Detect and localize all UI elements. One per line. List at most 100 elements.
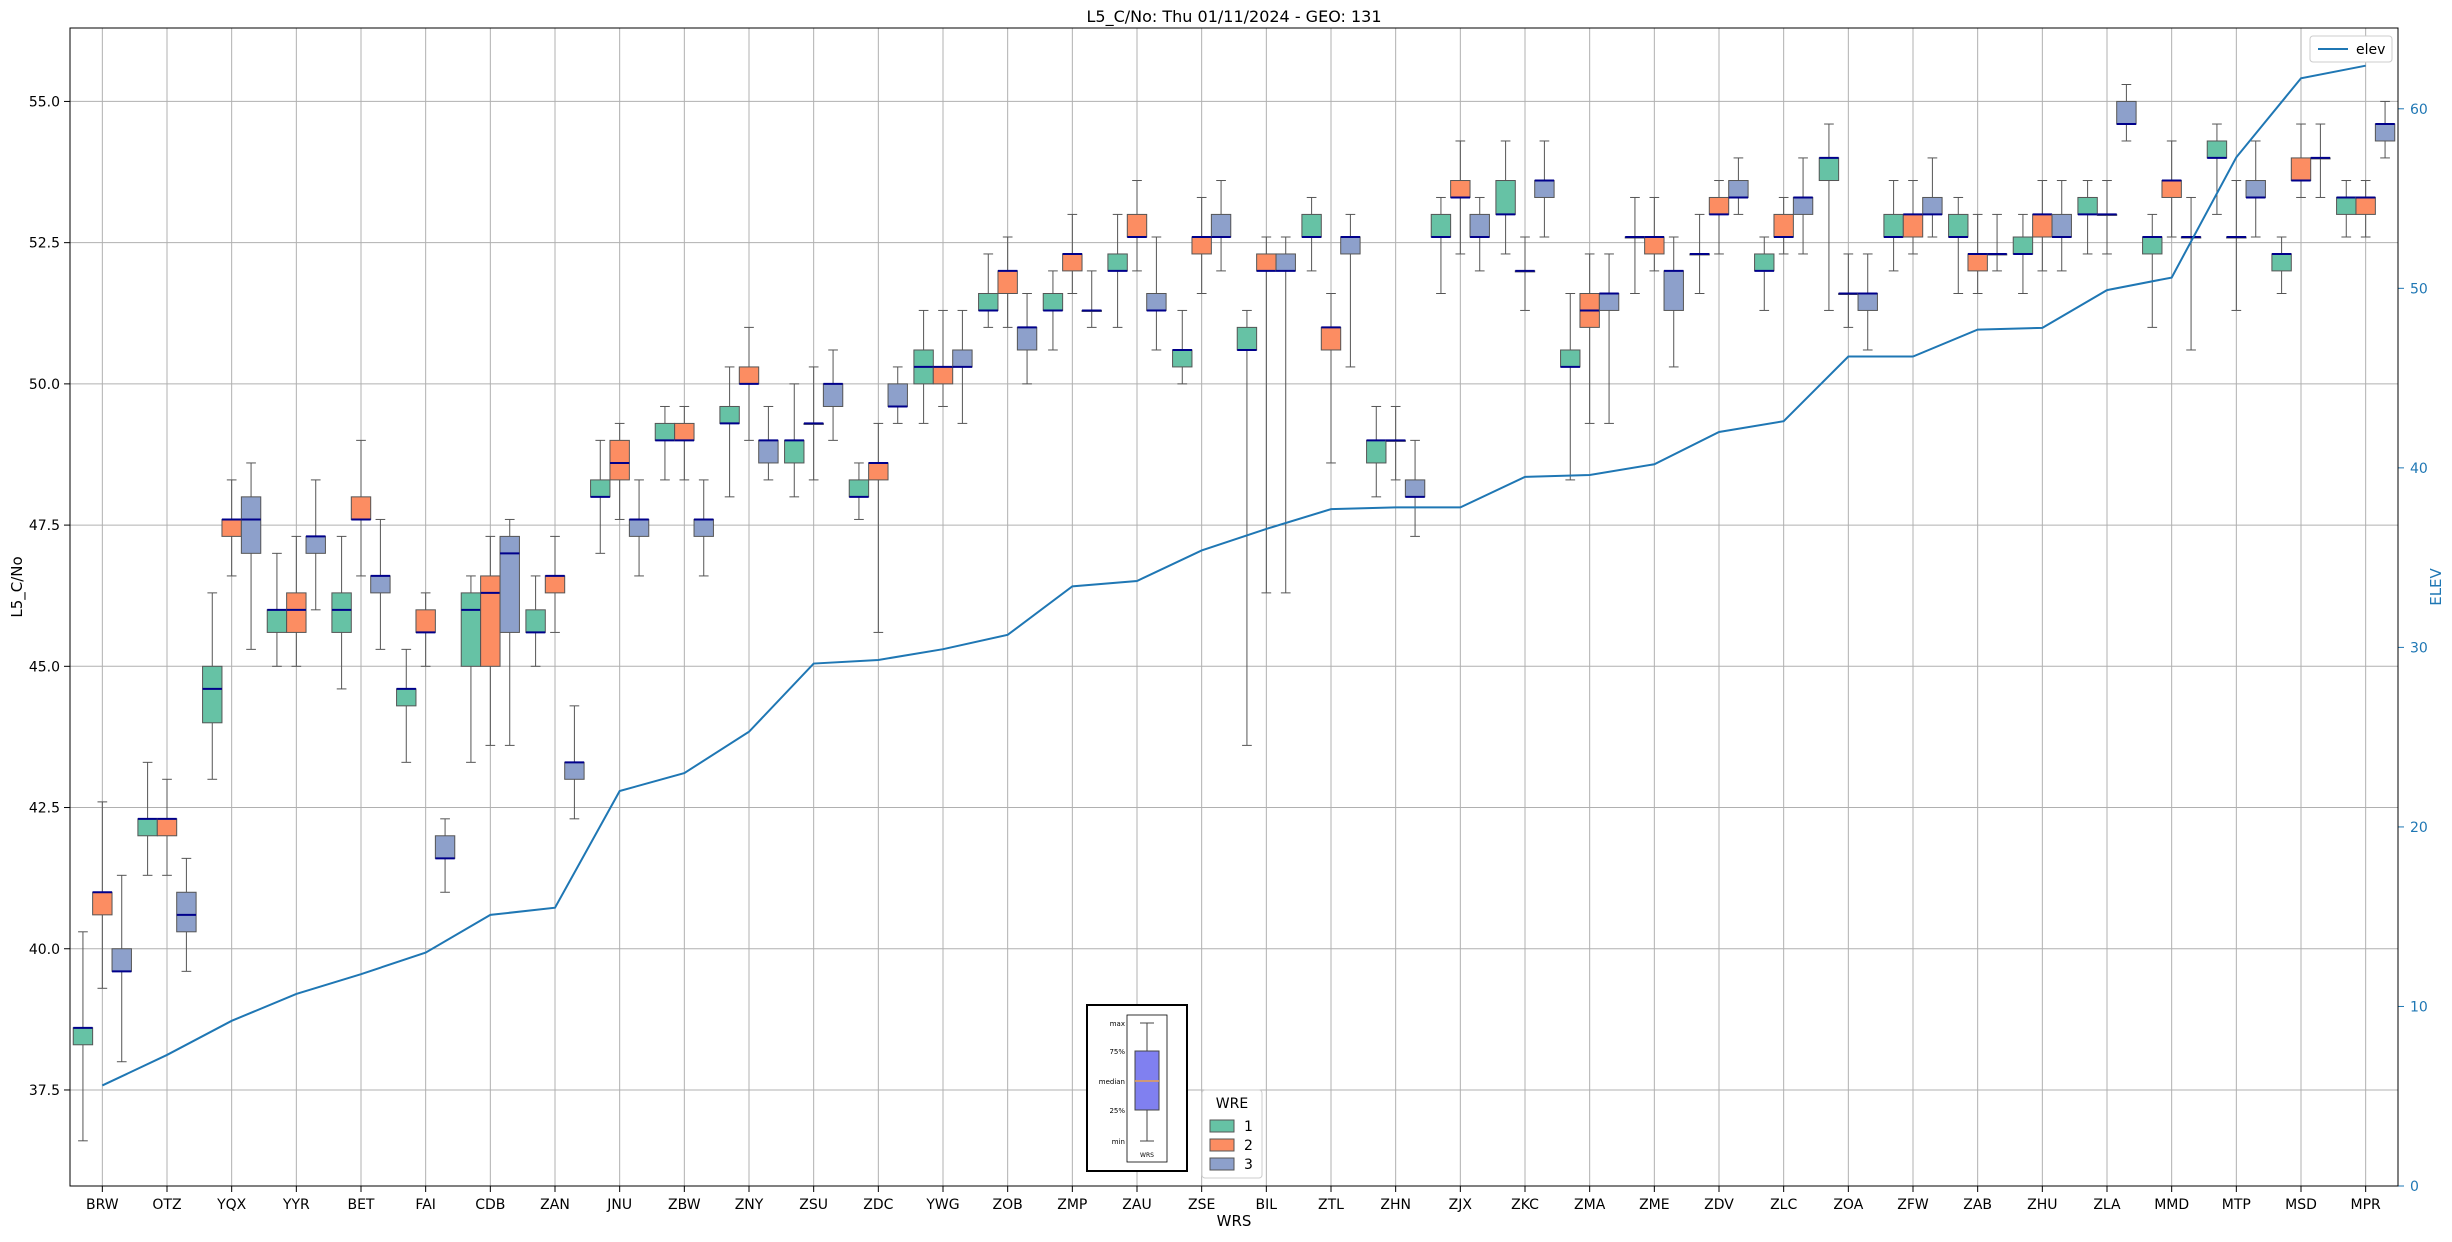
box-series-3 bbox=[1728, 180, 1749, 198]
box-series-3 bbox=[564, 761, 585, 780]
inset-key-label: 25% bbox=[1109, 1107, 1125, 1115]
box-series-2 bbox=[932, 366, 954, 385]
x-tick-label: ZAN bbox=[540, 1197, 570, 1213]
x-tick-label: ZAU bbox=[1122, 1197, 1151, 1213]
plot-frame bbox=[69, 27, 2399, 1187]
box-series-3 bbox=[499, 535, 520, 633]
box-series-1 bbox=[525, 609, 546, 633]
box-series-3 bbox=[1146, 292, 1167, 311]
x-tick-label: MSD bbox=[2285, 1197, 2317, 1213]
x-tick-label: ZME bbox=[1639, 1197, 1670, 1213]
x-tick-label: ZSU bbox=[799, 1197, 828, 1213]
box-series-1 bbox=[396, 688, 417, 707]
box-series-2 bbox=[738, 366, 760, 385]
box-series-3 bbox=[2051, 213, 2072, 238]
y2-tick-label: 10 bbox=[2410, 999, 2428, 1015]
x-tick-label: BIL bbox=[1256, 1197, 1278, 1213]
box-series-1 bbox=[1430, 213, 1452, 238]
box-series-3 bbox=[111, 948, 132, 972]
box-series-3 bbox=[758, 439, 779, 464]
x-tick-label: ZJX bbox=[1449, 1197, 1473, 1213]
x-tick-label: MTP bbox=[2222, 1197, 2251, 1213]
box-series-3 bbox=[176, 891, 197, 933]
box-series-1 bbox=[1818, 157, 1840, 182]
box-series-3 bbox=[240, 496, 262, 554]
chart-title: L5_C/No: Thu 01/11/2024 - GEO: 131 bbox=[1086, 7, 1381, 27]
x-tick-label: ZHU bbox=[2027, 1197, 2057, 1213]
x-tick-label: ZAB bbox=[1963, 1197, 1992, 1213]
box-series-3 bbox=[370, 575, 391, 594]
box-legend-title: WRE bbox=[1216, 1096, 1248, 1112]
box-legend-label-3: 3 bbox=[1244, 1157, 1253, 1173]
inset-key: max 75% median 25% min WRS bbox=[1086, 1004, 1188, 1172]
y-tick-label: 40.0 bbox=[29, 942, 60, 958]
box-series-2 bbox=[1256, 253, 1277, 272]
inset-key-label: 75% bbox=[1109, 1048, 1125, 1056]
inset-key-label: min bbox=[1112, 1138, 1125, 1146]
x-tick-label: ZFW bbox=[1897, 1197, 1929, 1213]
box-series-2 bbox=[1126, 213, 1148, 238]
box-series-2 bbox=[1644, 236, 1665, 255]
box-series-1 bbox=[2206, 140, 2228, 159]
x-tick-label: MPR bbox=[2351, 1197, 2382, 1213]
box-legend-label-2: 2 bbox=[1244, 1138, 1253, 1154]
box-legend-box bbox=[1201, 1089, 1263, 1179]
x-tick-label: ZSE bbox=[1188, 1197, 1215, 1213]
box-series-2 bbox=[868, 462, 889, 481]
box-series-1 bbox=[1948, 213, 1969, 238]
y-tick-label: 52.5 bbox=[29, 236, 60, 252]
y2-tick-label: 40 bbox=[2410, 461, 2428, 477]
box-series-2 bbox=[480, 575, 501, 667]
box-series-3 bbox=[305, 535, 326, 554]
grid bbox=[70, 28, 2398, 1186]
x-tick-label: ZMP bbox=[1057, 1197, 1087, 1213]
box-series-1 bbox=[784, 439, 805, 464]
y-tick-label: 42.5 bbox=[29, 801, 60, 817]
box-series-1 bbox=[2271, 253, 2292, 272]
x-tick-label: ZDC bbox=[863, 1197, 893, 1213]
y-tick-label: 55.0 bbox=[29, 94, 60, 110]
box-series-1 bbox=[1236, 326, 1258, 351]
box-series-2 bbox=[997, 270, 1018, 294]
box-series-1 bbox=[2077, 196, 2098, 215]
box-series-1 bbox=[266, 609, 288, 633]
box-series-3 bbox=[822, 383, 844, 407]
box-series-1 bbox=[137, 818, 158, 837]
box-series-1 bbox=[1560, 349, 1581, 368]
box-series-3 bbox=[1469, 213, 1490, 238]
x-tick-label: JNU bbox=[606, 1197, 632, 1213]
box-series-1 bbox=[1883, 213, 1904, 238]
box-series-1 bbox=[460, 592, 482, 667]
box-series-3 bbox=[1792, 196, 1814, 215]
box-series-2 bbox=[1450, 180, 1471, 198]
x-tick-label: ZOB bbox=[993, 1197, 1023, 1213]
box-series-3 bbox=[1663, 270, 1684, 311]
elev-line bbox=[101, 64, 2366, 1087]
box-series-1 bbox=[1495, 180, 1516, 215]
box-series-1 bbox=[1754, 253, 1775, 272]
x-tick-label: BET bbox=[347, 1197, 374, 1213]
y2-axis-label: ELEV bbox=[2427, 567, 2445, 605]
box-series-3 bbox=[1275, 253, 1296, 272]
y-tick-label: 47.5 bbox=[29, 518, 60, 534]
box-series-1 bbox=[1042, 292, 1064, 311]
x-axis-label: WRS bbox=[1217, 1212, 1252, 1230]
box-series-2 bbox=[286, 592, 307, 633]
box-legend-swatch-3 bbox=[1209, 1157, 1235, 1171]
box-series-2 bbox=[544, 575, 566, 594]
x-tick-label: ZBW bbox=[668, 1197, 701, 1213]
box-series-3 bbox=[1340, 236, 1361, 255]
box-series-2 bbox=[415, 609, 436, 633]
legends: elev WRE 1 2 3 bbox=[1201, 35, 2393, 1179]
box-series-2 bbox=[609, 439, 630, 481]
x-tick-label: YQX bbox=[216, 1197, 247, 1213]
whiskers bbox=[78, 83, 2390, 1142]
x-tick-label: MMD bbox=[2154, 1197, 2189, 1213]
x-tick-label: ZTL bbox=[1318, 1197, 1344, 1213]
box-series-3 bbox=[1598, 292, 1620, 311]
box-series-3 bbox=[952, 349, 973, 368]
box-series-1 bbox=[1172, 349, 1193, 368]
box-series-3 bbox=[1210, 213, 1232, 238]
box-series-1 bbox=[1366, 439, 1387, 464]
